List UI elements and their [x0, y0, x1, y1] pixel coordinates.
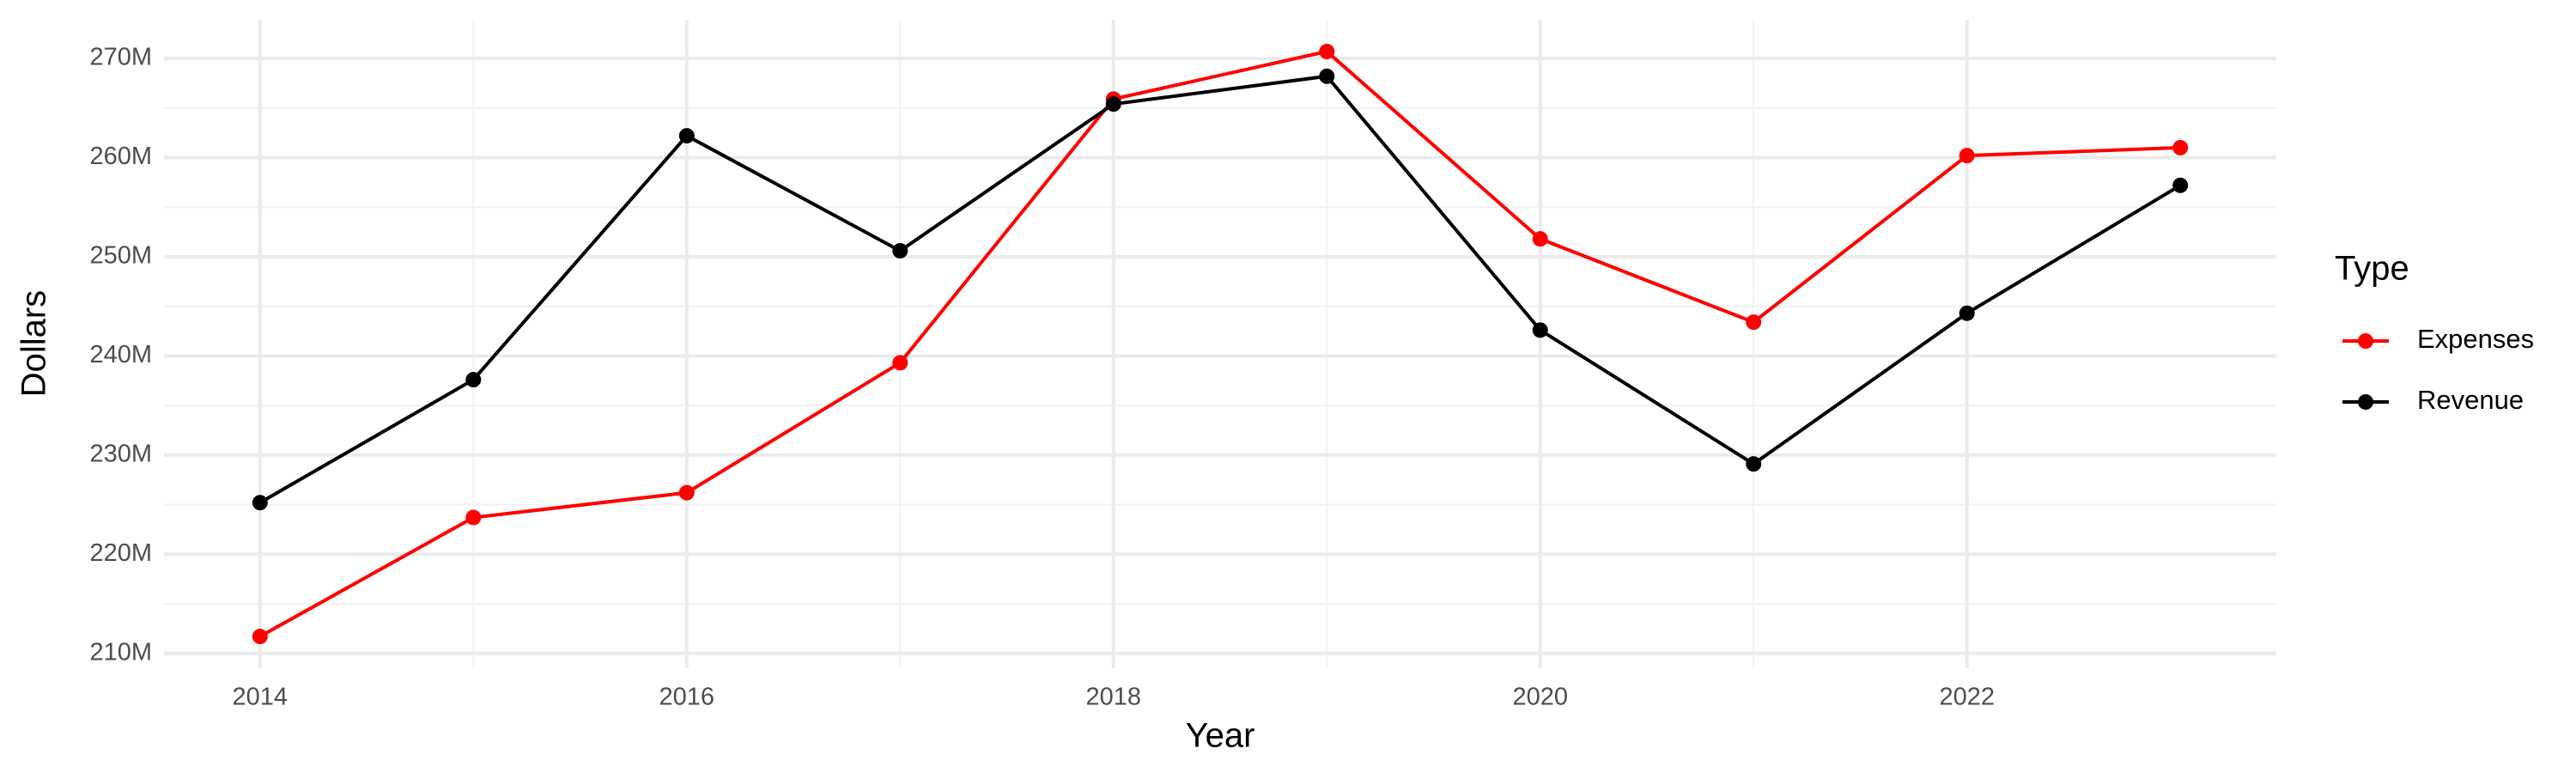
y-tick-label: 250M: [89, 242, 152, 270]
data-point: [252, 629, 268, 645]
data-point: [465, 372, 482, 388]
data-point: [892, 242, 908, 259]
x-tick-label: 2016: [659, 684, 715, 711]
series-line: [258, 74, 2182, 504]
legend-point: [2358, 394, 2373, 410]
series-line: [258, 49, 2181, 638]
x-tick-label: 2018: [1085, 684, 1141, 711]
x-tick-label: 2022: [1939, 684, 1995, 711]
data-point: [1319, 68, 1335, 84]
data-point: [252, 495, 268, 511]
data-point: [1105, 96, 1121, 113]
legend-label: Expenses: [2417, 324, 2534, 354]
data-point: [2172, 177, 2189, 193]
data-point: [1532, 322, 1548, 338]
legend-point: [2358, 333, 2373, 349]
data-point: [678, 128, 695, 144]
legend-label: Revenue: [2417, 385, 2524, 415]
y-tick-label: 260M: [89, 143, 152, 170]
y-tick-label: 210M: [89, 638, 152, 666]
data-point: [1959, 305, 1975, 321]
data-point: [1532, 231, 1548, 247]
data-point: [1959, 148, 1975, 164]
y-tick-label: 230M: [89, 440, 152, 467]
y-axis-title: Dollars: [15, 290, 53, 397]
data-point: [2172, 139, 2189, 155]
x-tick-label: 2020: [1512, 684, 1568, 711]
data-point: [1746, 456, 1762, 472]
y-tick-label: 240M: [89, 341, 152, 368]
y-tick-label: 220M: [89, 539, 152, 567]
data-point: [1319, 43, 1335, 59]
data-point: [678, 484, 695, 501]
data-point: [1746, 314, 1762, 331]
legend-title: Type: [2335, 250, 2409, 288]
y-tick-label: 270M: [89, 44, 152, 71]
data-point: [892, 355, 908, 371]
x-axis-title: Year: [1186, 717, 1255, 755]
data-point: [465, 509, 482, 526]
x-tick-label: 2014: [233, 684, 289, 711]
